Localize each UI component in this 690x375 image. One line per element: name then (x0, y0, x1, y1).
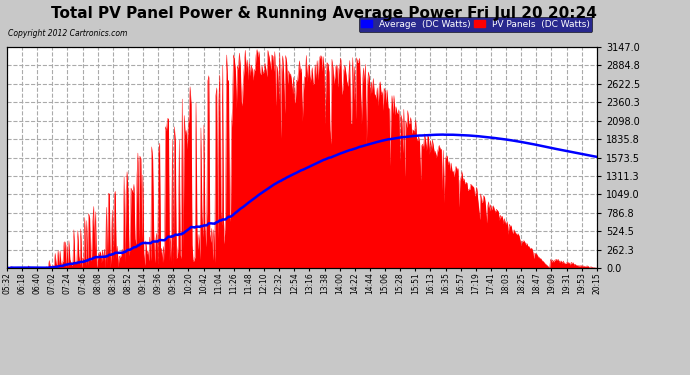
Text: Copyright 2012 Cartronics.com: Copyright 2012 Cartronics.com (8, 29, 128, 38)
Text: Total PV Panel Power & Running Average Power Fri Jul 20 20:24: Total PV Panel Power & Running Average P… (51, 6, 598, 21)
Legend: Average  (DC Watts), PV Panels  (DC Watts): Average (DC Watts), PV Panels (DC Watts) (359, 17, 592, 32)
